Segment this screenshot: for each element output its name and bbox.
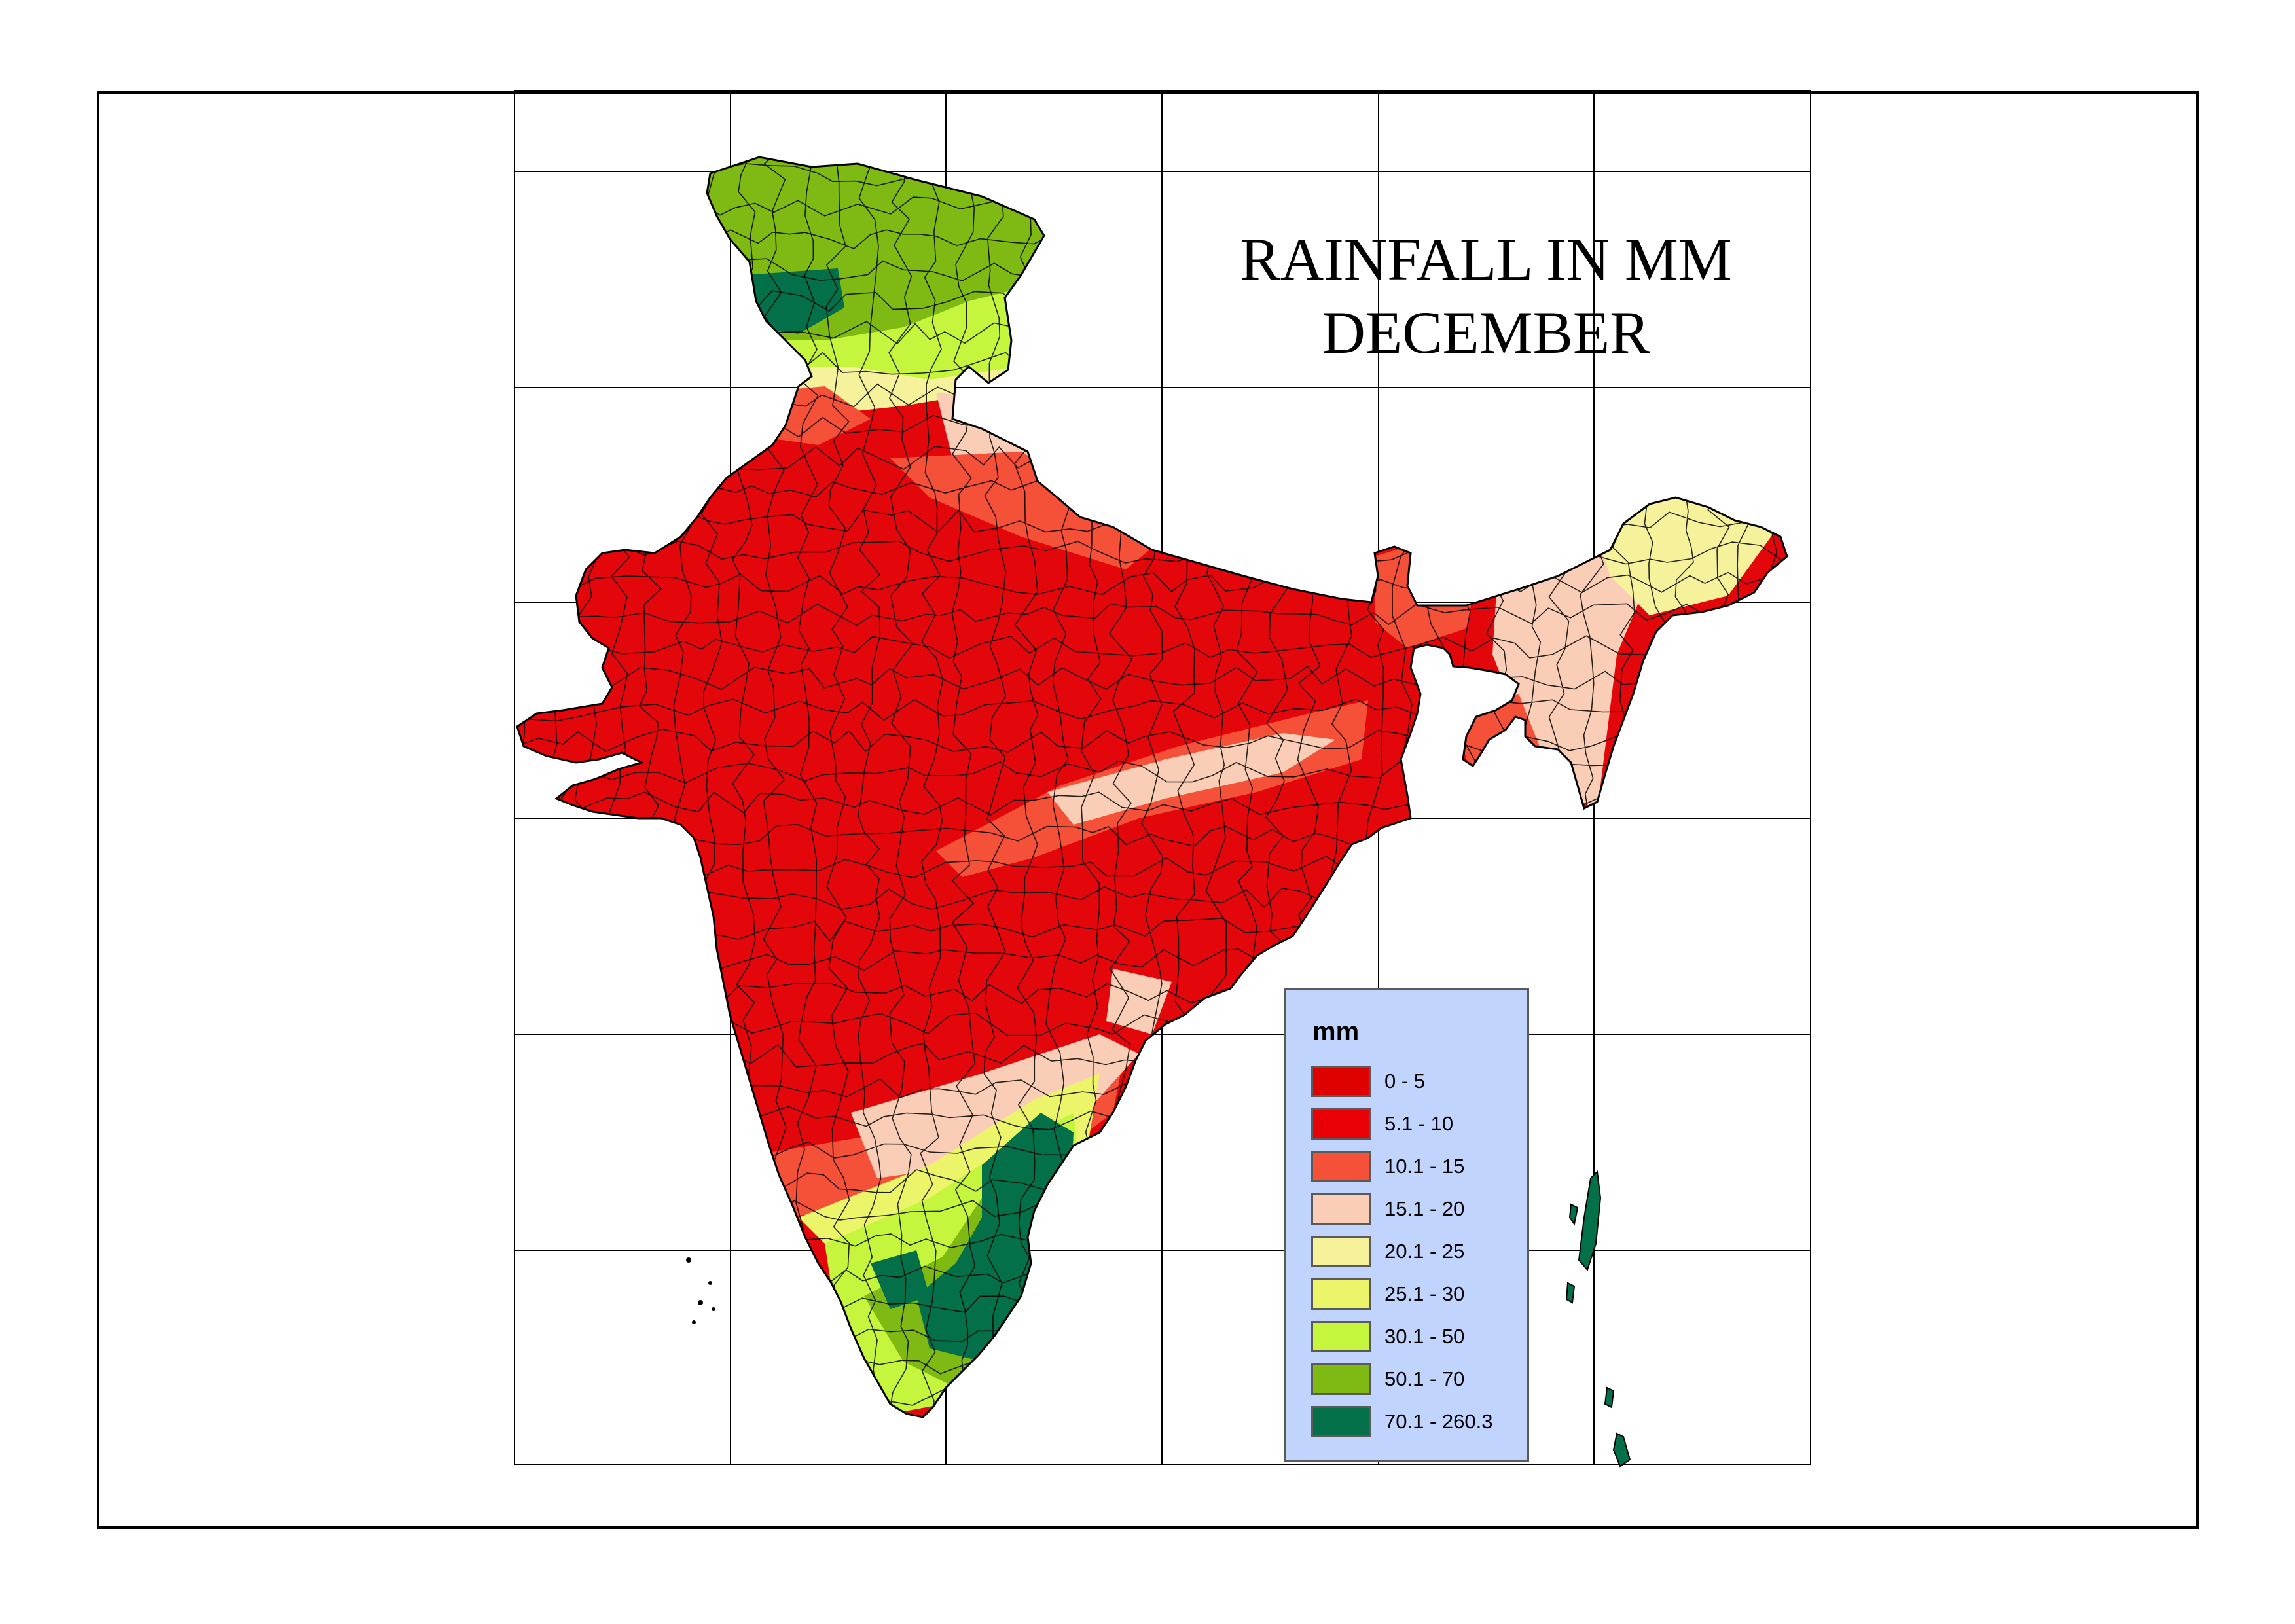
legend-label: 70.1 - 260.3 xyxy=(1384,1410,1493,1433)
legend-swatch xyxy=(1311,1236,1371,1267)
legend-label: 10.1 - 15 xyxy=(1384,1155,1465,1178)
legend-swatch xyxy=(1311,1321,1371,1352)
map-frame xyxy=(97,91,2199,1529)
legend-label: 50.1 - 70 xyxy=(1384,1367,1465,1390)
legend-swatch xyxy=(1311,1278,1371,1310)
legend-swatch xyxy=(1311,1066,1371,1097)
legend-label: 0 - 5 xyxy=(1384,1070,1426,1092)
legend-swatch xyxy=(1311,1363,1371,1395)
andaman-nicobar-islands xyxy=(1565,1170,1631,1468)
legend-label: 20.1 - 25 xyxy=(1384,1240,1465,1263)
legend-label: 5.1 - 10 xyxy=(1384,1112,1454,1135)
lakshadweep-islands xyxy=(686,1257,715,1324)
legend-swatch xyxy=(1311,1108,1371,1140)
title-line-1: RAINFALL IN MM xyxy=(1240,226,1732,293)
legend-swatch xyxy=(1311,1406,1371,1437)
legend-swatch xyxy=(1311,1193,1371,1225)
legend-item: 50.1 - 70 xyxy=(1311,1363,1521,1398)
legend-item: 30.1 - 50 xyxy=(1311,1321,1521,1355)
legend-item: 25.1 - 30 xyxy=(1311,1278,1521,1312)
legend-label: 25.1 - 30 xyxy=(1384,1282,1465,1305)
title-line-2: DECEMBER xyxy=(1322,299,1650,366)
legend-box: mm 0 - 5 5.1 - 10 10.1 - 15 15.1 - 20 20.1 -… xyxy=(1284,988,1529,1462)
legend-item: 0 - 5 xyxy=(1311,1066,1521,1100)
legend-item: 15.1 - 20 xyxy=(1311,1193,1521,1227)
legend-item: 20.1 - 25 xyxy=(1311,1236,1521,1270)
legend-item: 10.1 - 15 xyxy=(1311,1151,1521,1185)
legend-label: 30.1 - 50 xyxy=(1384,1325,1465,1348)
legend-item: 70.1 - 260.3 xyxy=(1311,1406,1521,1440)
legend-swatch xyxy=(1311,1151,1371,1182)
map-title: RAINFALL IN MM DECEMBER xyxy=(1152,223,1820,369)
legend-item: 5.1 - 10 xyxy=(1311,1108,1521,1142)
legend-label: 15.1 - 20 xyxy=(1384,1197,1465,1220)
legend-title: mm xyxy=(1312,1017,1360,1046)
